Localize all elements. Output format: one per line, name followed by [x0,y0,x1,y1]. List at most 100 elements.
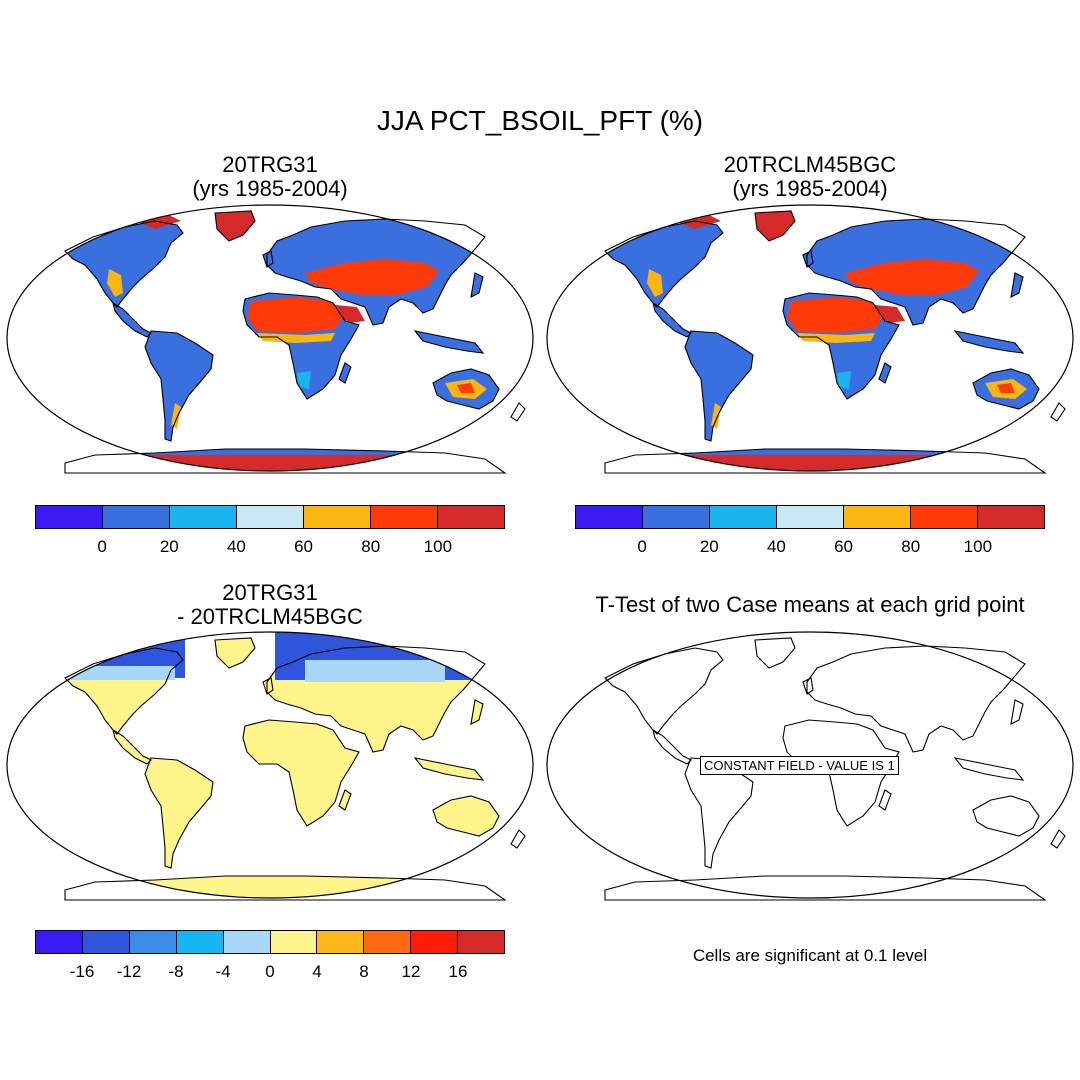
colorbar-tick-label: 0 [97,537,107,556]
constant-field-label: CONSTANT FIELD - VALUE IS 1 [700,756,899,775]
bare-soil-region-6 [647,269,663,297]
coastline-greenland [754,210,796,242]
coastline-australia [432,368,500,410]
bare-soil-region-2 [845,259,979,295]
coastline-new-zealand [1050,402,1066,422]
bare-soil-region-0 [787,297,885,333]
panel-3-title: 20TRG31 - 20TRCLM45BGC [20,581,520,629]
bare-soil-region-9 [215,211,255,241]
colorbar-swatch-9 [458,931,505,953]
colorbar-tick-label: 40 [226,537,246,556]
bare-soil-region-8 [837,371,851,389]
coastline-greenland [214,210,256,242]
bare-soil-region-2 [305,259,439,295]
colorbar-swatch-3 [237,506,304,528]
map-panel-2 [546,204,1074,474]
bare-soil-region-7 [171,403,181,429]
panel-1-title-line1: 20TRG31 [222,152,318,177]
coastline-central-america [652,728,692,765]
colorbar-swatch-7 [364,931,412,953]
panel-3-title-line2: - 20TRCLM45BGC [177,604,363,629]
coastline-south-america [684,330,754,442]
bare-soil-region-5 [997,383,1015,393]
coastline-europe-asia [806,645,1026,753]
coastline-south-america [144,757,214,869]
colorbar-swatch-5 [911,506,978,528]
colorbar-tick-label: -12 [116,962,142,981]
coastline-greenland [214,637,256,669]
land-uk [263,251,273,267]
colorbar-tick-label: 80 [361,537,381,556]
colorbar-tick-label: -4 [215,962,231,981]
coastline-africa [242,292,360,400]
land-indonesia [415,331,483,353]
coastline-north-america [64,220,184,308]
difference-north-america-light [65,666,175,680]
colorbar-panel-2 [575,505,1045,529]
panel-1-title-line2: (yrs 1985-2004) [192,176,348,201]
bare-soil-region-0 [247,297,345,333]
panel-4-title: T-Test of two Case means at each grid po… [545,593,1075,617]
land-africa [243,720,359,826]
land-south-america [145,331,213,441]
map-1-fill [65,211,525,471]
colorbar-swatch-0 [36,931,83,953]
coastline-north-america [64,647,184,735]
significance-note: Cells are significant at 0.1 level [692,946,928,965]
bare-soil-region-6 [107,269,123,297]
colorbar-swatch-0 [36,506,103,528]
coastline-new-zealand [1050,829,1066,849]
bare-soil-region-8 [297,371,311,389]
land-australia [433,796,499,836]
panel-2-title-line2: (yrs 1985-2004) [732,176,888,201]
land-madagascar [879,363,891,383]
colorbar-tick-label: 20 [159,537,179,556]
colorbar-panel-1 [35,505,505,529]
coastline-indonesia [413,757,485,781]
panel-1-title: 20TRG31 (yrs 1985-2004) [20,153,520,201]
bare-soil-region-1 [875,305,905,323]
land-south-america [685,331,753,441]
coastline-layer [64,210,526,474]
coastline-japan [1010,699,1024,725]
colorbar-swatch-5 [270,931,318,953]
colorbar-swatch-4 [223,931,271,953]
colorbar-tick-label: 100 [423,537,453,556]
colorbar-swatch-6 [317,931,365,953]
colorbar-difference [35,930,505,954]
bare-soil-region-3 [257,333,335,343]
map-panel-1 [6,204,534,474]
coastline-greenland [754,637,796,669]
coastline-south-america [684,757,754,869]
land-madagascar [339,363,351,383]
colorbar-swatch-3 [176,931,224,953]
map-border [6,631,534,899]
colorbar-swatch-3 [777,506,844,528]
coastline-antarctica [604,875,1047,901]
land-indonesia [415,758,483,780]
map-border [546,631,1074,899]
colorbar-tick-label: 0 [637,537,647,556]
colorbar-tick-label: -16 [69,962,95,981]
coastline-indonesia [413,330,485,354]
bare-soil-region-5 [457,383,475,393]
bare-soil-region-7 [711,403,721,429]
land-greenland [215,638,255,668]
coastline-layer [604,210,1066,474]
colorbar-tick-label: 40 [766,537,786,556]
coastline-new-zealand [510,829,526,849]
colorbar-swatch-2 [170,506,237,528]
coastline-australia [972,795,1040,837]
land-north-america [605,221,723,307]
colorbar-swatch-1 [103,506,170,528]
map-border [6,204,534,472]
colorbar-tick-label: 12 [401,962,421,981]
colorbar-tick-label: 20 [699,537,719,556]
coastline-japan [470,272,484,298]
land-indonesia [955,331,1023,353]
coastline-africa [782,292,900,400]
colorbar-swatch-4 [844,506,911,528]
colorbar-tick-label: 80 [901,537,921,556]
coastline-uk [802,677,814,695]
coastline-uk [262,677,274,695]
